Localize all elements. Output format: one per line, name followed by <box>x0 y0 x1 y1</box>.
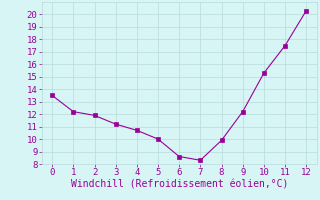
X-axis label: Windchill (Refroidissement éolien,°C): Windchill (Refroidissement éolien,°C) <box>70 180 288 190</box>
